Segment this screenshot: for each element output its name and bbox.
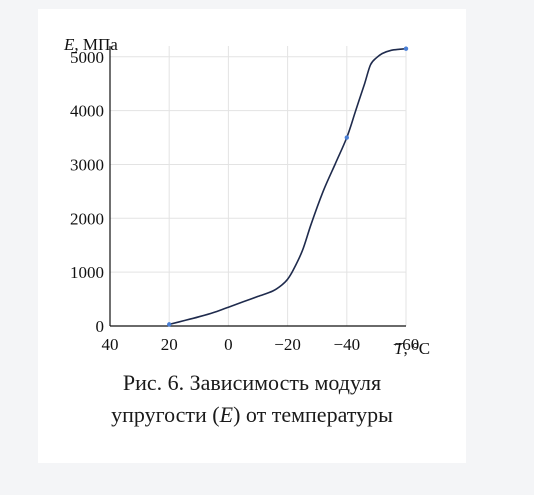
- figure-caption: Рис. 6. Зависимость модуля упругости (E)…: [38, 367, 466, 431]
- y-tick-label: 5000: [70, 48, 104, 67]
- data-point: [403, 46, 409, 51]
- axes: [109, 46, 406, 327]
- x-tick-label: −60: [393, 335, 420, 354]
- x-tick-label: 20: [161, 335, 178, 354]
- y-tick-label: 3000: [70, 155, 104, 174]
- y-tick-label: 1000: [70, 263, 104, 282]
- y-tick-label: 4000: [70, 102, 104, 121]
- data-point: [344, 135, 349, 140]
- x-axis-title: T, °C: [394, 339, 430, 358]
- series-markers: [167, 46, 409, 327]
- chart: 0 1000 2000 3000 4000 5000 40 20 0 −20 −40 −60 E, …: [63, 35, 430, 358]
- y-axis-title: E, МПа: [63, 35, 118, 54]
- x-tick-label: 40: [102, 335, 119, 354]
- data-point: [167, 322, 172, 327]
- x-tick-label: 0: [224, 335, 233, 354]
- y-tick-labels: 0 1000 2000 3000 4000 5000: [70, 48, 104, 336]
- grid: [110, 46, 407, 326]
- figure-card: 0 1000 2000 3000 4000 5000 40 20 0 −20 −40 −60 E, …: [38, 9, 466, 463]
- x-tick-label: −20: [274, 335, 301, 354]
- caption-line-2: упругости (E) от температуры: [111, 402, 393, 427]
- x-tick-label: −40: [334, 335, 361, 354]
- y-tick-label: 0: [96, 317, 105, 336]
- caption-line-1: Рис. 6. Зависимость модуля: [122, 370, 382, 395]
- x-tick-labels: 40 20 0 −20 −40 −60: [102, 335, 420, 354]
- series-line: [169, 47, 407, 326]
- y-tick-label: 2000: [70, 209, 104, 228]
